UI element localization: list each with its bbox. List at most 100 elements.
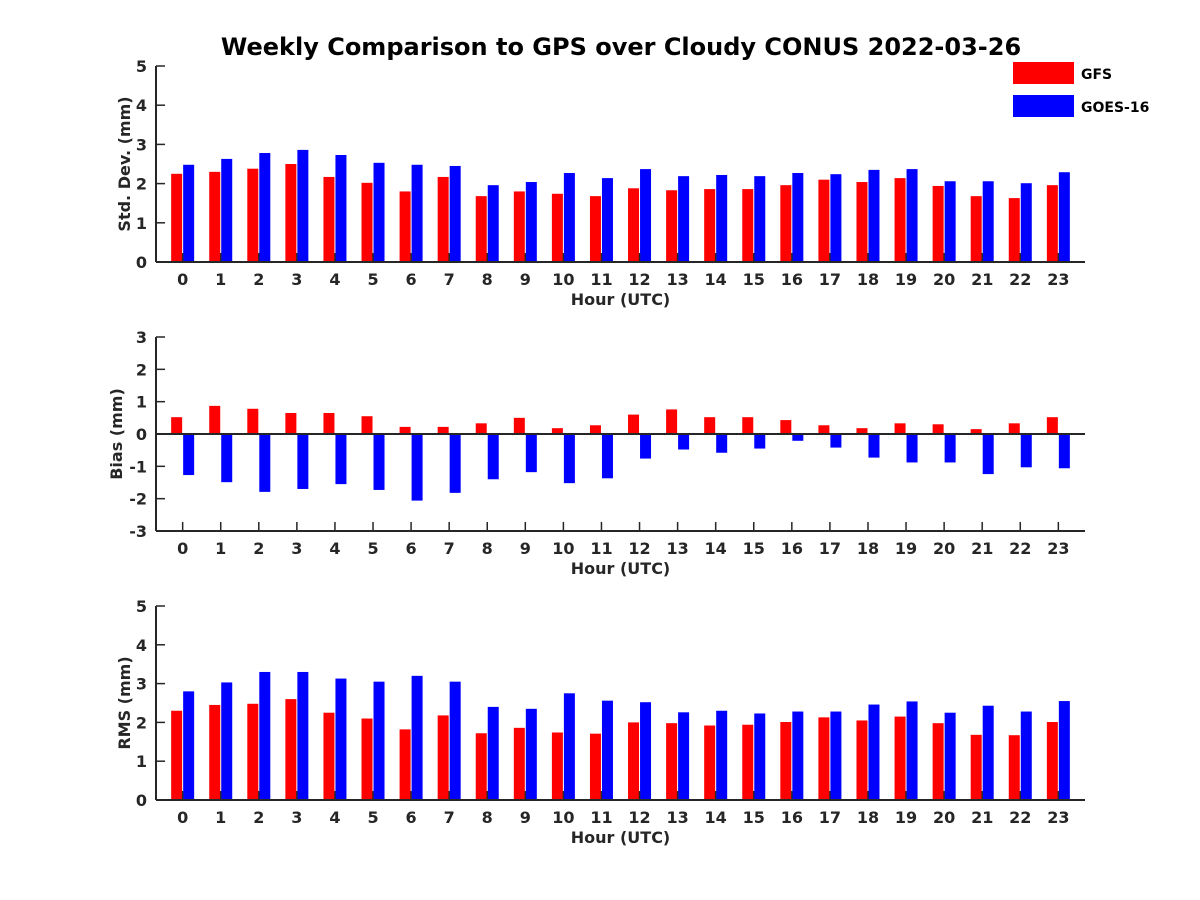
bar-goes-16-3 <box>297 149 309 262</box>
x-tick-label: 7 <box>444 539 455 558</box>
x-tick-label: 20 <box>933 270 955 289</box>
bar-goes-16-3 <box>297 671 309 800</box>
bar-gfs-22 <box>1008 198 1020 262</box>
bar-goes-16-17 <box>830 434 842 448</box>
bar-gfs-5 <box>361 416 373 434</box>
x-tick-label: 21 <box>971 539 993 558</box>
x-tick-label: 22 <box>1009 808 1031 827</box>
bar-gfs-4 <box>323 176 335 262</box>
x-tick-label: 0 <box>177 270 188 289</box>
chart-title: Weekly Comparison to GPS over Cloudy CON… <box>221 33 1021 61</box>
y-tick-label: -2 <box>129 490 147 509</box>
y-tick-label: 0 <box>136 791 147 810</box>
bar-goes-16-18 <box>868 169 880 262</box>
bar-gfs-3 <box>285 699 297 800</box>
bar-gfs-3 <box>285 164 297 262</box>
legend-swatch-gfs <box>1013 62 1074 84</box>
bar-goes-16-19 <box>906 434 918 463</box>
y-tick-label: 0 <box>136 253 147 272</box>
x-tick-label: 21 <box>971 270 993 289</box>
bar-gfs-10 <box>551 732 563 800</box>
bar-gfs-6 <box>399 729 411 800</box>
bar-gfs-5 <box>361 182 373 262</box>
bar-gfs-11 <box>589 733 601 800</box>
bar-gfs-1 <box>209 704 221 800</box>
bar-goes-16-3 <box>297 434 309 489</box>
bar-gfs-7 <box>437 176 449 262</box>
bar-gfs-12 <box>628 414 640 434</box>
x-tick-label: 10 <box>552 539 574 558</box>
bar-gfs-21 <box>970 429 982 434</box>
bar-goes-16-9 <box>525 434 537 473</box>
y-axis-label: RMS (mm) <box>115 656 134 749</box>
bar-goes-16-1 <box>221 158 233 262</box>
bar-gfs-1 <box>209 405 221 434</box>
y-tick-label: 1 <box>136 214 147 233</box>
y-tick-label: 2 <box>136 175 147 194</box>
bar-goes-16-11 <box>601 178 613 262</box>
bar-goes-16-13 <box>678 434 690 450</box>
bar-gfs-10 <box>551 428 563 434</box>
bar-gfs-17 <box>818 425 830 434</box>
x-tick-label: 2 <box>253 808 264 827</box>
bar-gfs-18 <box>856 182 868 262</box>
x-tick-label: 19 <box>895 270 917 289</box>
legend-label-gfs: GFS <box>1081 67 1112 83</box>
bar-goes-16-13 <box>678 712 690 800</box>
bar-gfs-21 <box>970 196 982 262</box>
x-tick-label: 16 <box>781 539 803 558</box>
x-tick-label: 8 <box>482 808 493 827</box>
x-tick-label: 10 <box>552 808 574 827</box>
x-tick-label: 0 <box>177 539 188 558</box>
x-tick-label: 15 <box>743 270 765 289</box>
bar-gfs-18 <box>856 428 868 434</box>
bar-goes-16-7 <box>449 681 461 800</box>
bar-gfs-8 <box>475 733 487 800</box>
x-tick-label: 22 <box>1009 270 1031 289</box>
bar-goes-16-20 <box>944 434 956 463</box>
x-tick-label: 6 <box>406 808 417 827</box>
bar-goes-16-9 <box>525 182 537 262</box>
bar-goes-16-10 <box>563 693 575 800</box>
x-tick-label: 6 <box>406 270 417 289</box>
bar-gfs-0 <box>171 173 183 262</box>
x-tick-label: 9 <box>520 270 531 289</box>
bar-gfs-9 <box>513 191 525 262</box>
bar-goes-16-0 <box>183 164 195 262</box>
bar-gfs-14 <box>704 417 716 434</box>
y-axis-label: Std. Dev. (mm) <box>115 96 134 231</box>
x-tick-label: 15 <box>743 808 765 827</box>
y-tick-label: 0 <box>136 425 147 444</box>
bar-goes-16-4 <box>335 678 347 800</box>
bar-gfs-6 <box>399 426 411 434</box>
y-tick-label: 4 <box>136 636 147 655</box>
x-tick-label: 17 <box>819 808 841 827</box>
bar-goes-16-2 <box>259 434 271 492</box>
bar-goes-16-12 <box>640 702 652 800</box>
bar-goes-16-1 <box>221 434 233 483</box>
bar-goes-16-14 <box>716 710 728 800</box>
bar-gfs-22 <box>1008 735 1020 800</box>
bar-gfs-5 <box>361 718 373 800</box>
bar-gfs-21 <box>970 734 982 800</box>
bar-gfs-9 <box>513 727 525 800</box>
x-tick-label: 14 <box>705 808 727 827</box>
bar-gfs-23 <box>1046 722 1058 800</box>
x-tick-label: 9 <box>520 539 531 558</box>
bar-gfs-12 <box>628 188 640 262</box>
x-tick-label: 2 <box>253 270 264 289</box>
x-tick-label: 20 <box>933 808 955 827</box>
bar-goes-16-20 <box>944 712 956 800</box>
bar-goes-16-22 <box>1020 711 1032 800</box>
y-tick-label: 3 <box>136 328 147 347</box>
bar-goes-16-15 <box>754 713 766 800</box>
bar-gfs-0 <box>171 417 183 434</box>
x-axis-label: Hour (UTC) <box>571 828 671 847</box>
bar-goes-16-4 <box>335 434 347 485</box>
bar-gfs-4 <box>323 712 335 800</box>
x-tick-label: 23 <box>1047 539 1069 558</box>
bar-goes-16-11 <box>601 700 613 800</box>
